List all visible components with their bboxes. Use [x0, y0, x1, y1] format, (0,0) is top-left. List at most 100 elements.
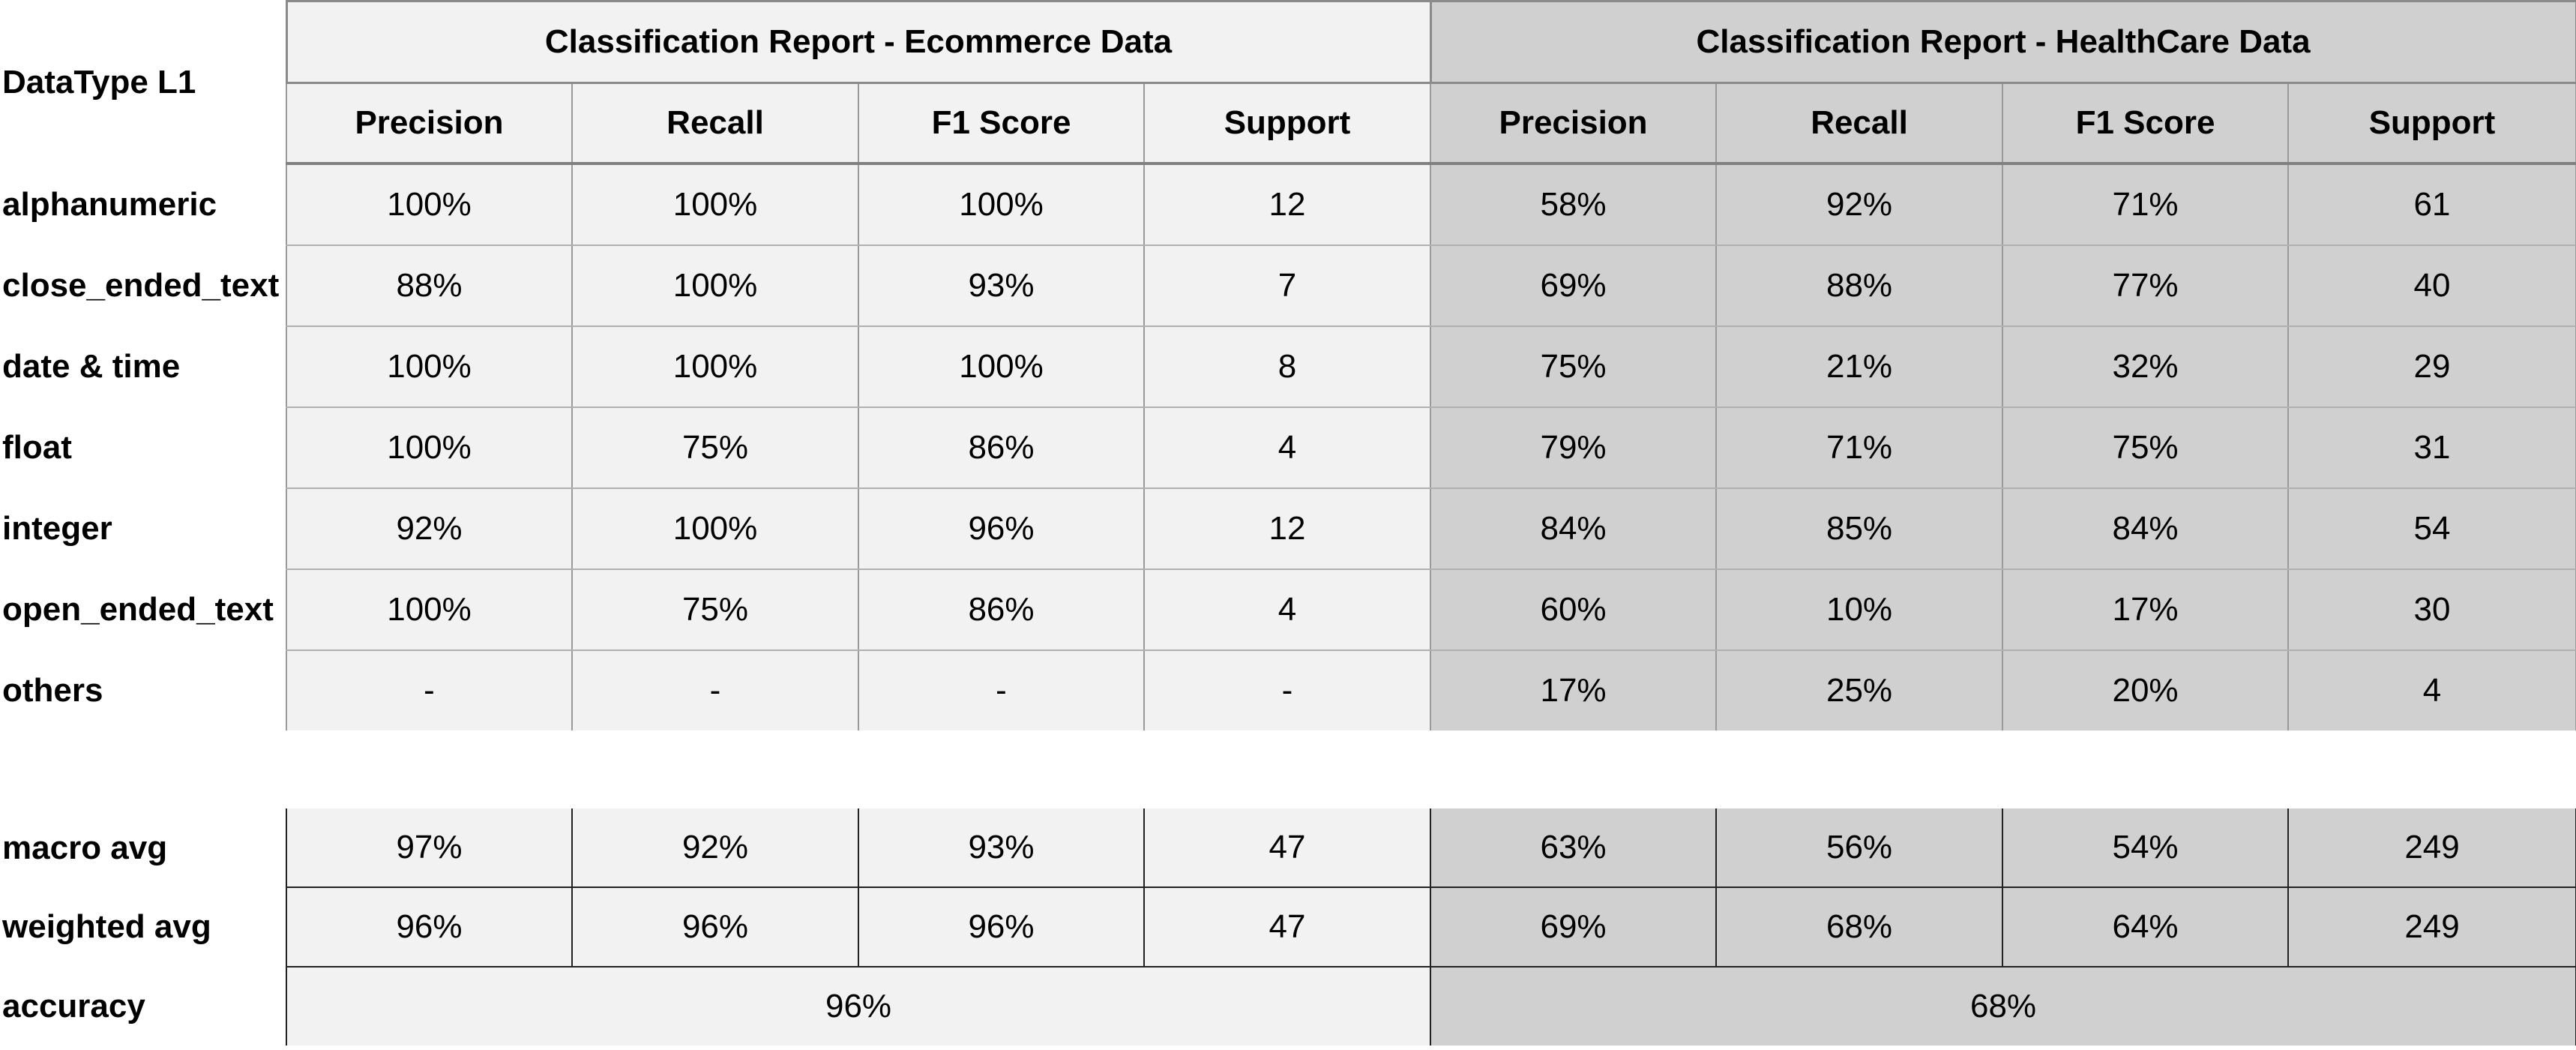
table-cell: 93%	[858, 245, 1145, 327]
table-cell: 86%	[858, 569, 1145, 651]
table-cell: 84%	[2002, 488, 2290, 570]
table-cell: 97%	[286, 808, 573, 888]
table-cell: 100%	[571, 245, 859, 327]
table-cell: -	[571, 650, 859, 730]
table-cell: 249	[2287, 887, 2576, 968]
table-cell: 75%	[1430, 326, 1718, 408]
column-header: Support	[2287, 82, 2576, 165]
table-cell: 86%	[858, 407, 1145, 489]
column-header: Precision	[286, 82, 573, 165]
table-cell: 4	[1143, 407, 1432, 489]
table-cell: 71%	[2002, 164, 2290, 246]
table-cell: 61	[2287, 164, 2576, 246]
table-cell: 75%	[2002, 407, 2290, 489]
summary-rows: macro avg 97% 92% 93% 47 63% 56% 54% 249 weighted…	[0, 808, 2576, 968]
class-rows: alphanumeric 100% 100% 100% 12 58% 92% 71% 61 clo…	[0, 164, 2576, 730]
table-cell: 75%	[571, 569, 859, 651]
group-title-healthcare: Classification Report - HealthCare Data	[1429, 0, 2576, 84]
table-cell: 88%	[286, 245, 573, 327]
table-cell: 100%	[858, 164, 1145, 246]
table-cell: 31	[2287, 407, 2576, 489]
table-cell: 77%	[2002, 245, 2290, 327]
table-cell: 100%	[571, 326, 859, 408]
accuracy-ecommerce: 96%	[285, 967, 1432, 1046]
table-cell: 79%	[1430, 407, 1718, 489]
table-cell: 17%	[2002, 569, 2290, 651]
accuracy-row: accuracy 96% 68%	[0, 967, 2576, 1046]
spacer-row	[0, 730, 2576, 808]
column-header: F1 Score	[858, 82, 1145, 165]
summary-row: macro avg 97% 92% 93% 47 63% 56% 54% 249	[0, 808, 2576, 888]
table-cell: 71%	[1715, 407, 2004, 489]
table-row: float 100% 75% 86% 4 79% 71% 75% 31	[0, 407, 2576, 489]
table-cell: 92%	[571, 808, 859, 888]
table-cell: 40	[2287, 245, 2576, 327]
row-label: close_ended_text	[0, 245, 286, 326]
column-header: Support	[1143, 82, 1432, 165]
table-cell: 10%	[1715, 569, 2004, 651]
summary-row: weighted avg 96% 96% 96% 47 69% 68% 64% 249	[0, 887, 2576, 968]
row-label: others	[0, 650, 286, 730]
table-cell: 47	[1143, 887, 1432, 968]
table-cell: 100%	[286, 569, 573, 651]
table-cell: 25%	[1715, 650, 2004, 730]
table-cell: 75%	[571, 407, 859, 489]
table-cell: 68%	[1715, 887, 2004, 968]
row-label: weighted avg	[0, 887, 286, 967]
table-cell: 30	[2287, 569, 2576, 651]
table-cell: 96%	[571, 887, 859, 968]
table-cell: 100%	[286, 407, 573, 489]
table-cell: 100%	[571, 488, 859, 570]
table-cell: 4	[2287, 650, 2576, 730]
row-label: integer	[0, 488, 286, 569]
table-cell: 12	[1143, 164, 1432, 246]
table-cell: 20%	[2002, 650, 2290, 730]
column-header: F1 Score	[2002, 82, 2290, 165]
row-label: open_ended_text	[0, 569, 286, 650]
table-cell: 54	[2287, 488, 2576, 570]
table-row: alphanumeric 100% 100% 100% 12 58% 92% 71% 61	[0, 164, 2576, 246]
row-label: macro avg	[0, 808, 286, 887]
table-row: integer 92% 100% 96% 12 84% 85% 84% 54	[0, 488, 2576, 570]
table-cell: 100%	[286, 164, 573, 246]
table-cell: 17%	[1430, 650, 1718, 730]
table-cell: 69%	[1430, 887, 1718, 968]
table-cell: 100%	[571, 164, 859, 246]
table-cell: 29	[2287, 326, 2576, 408]
table-cell: 69%	[1430, 245, 1718, 327]
table-cell: -	[1143, 650, 1432, 730]
table-cell: 58%	[1430, 164, 1718, 246]
table-cell: 47	[1143, 808, 1432, 888]
column-header: Recall	[1715, 82, 2004, 165]
table-cell: 54%	[2002, 808, 2290, 888]
table-row: date & time 100% 100% 100% 8 75% 21% 32% 29	[0, 326, 2576, 408]
group-title-ecommerce: Classification Report - Ecommerce Data	[285, 0, 1432, 84]
table-cell: 60%	[1430, 569, 1718, 651]
accuracy-healthcare: 68%	[1430, 967, 2576, 1046]
table-cell: 96%	[286, 887, 573, 968]
row-label: accuracy	[0, 967, 286, 1046]
table-cell: 84%	[1430, 488, 1718, 570]
row-label: date & time	[0, 326, 286, 407]
table-cell: 4	[1143, 569, 1432, 651]
table-cell: 56%	[1715, 808, 2004, 888]
table-cell: 85%	[1715, 488, 2004, 570]
table-cell: -	[286, 650, 573, 730]
table-cell: 92%	[286, 488, 573, 570]
table-cell: 96%	[858, 887, 1145, 968]
column-header: Precision	[1430, 82, 1718, 165]
table-cell: -	[858, 650, 1145, 730]
table-cell: 12	[1143, 488, 1432, 570]
table-row: close_ended_text 88% 100% 93% 7 69% 88% 77% 40	[0, 245, 2576, 327]
table-cell: 93%	[858, 808, 1145, 888]
table-cell: 32%	[2002, 326, 2290, 408]
row-header-label: DataType L1	[0, 1, 286, 164]
table-row: open_ended_text 100% 75% 86% 4 60% 10% 17% 30	[0, 569, 2576, 651]
table-cell: 63%	[1430, 808, 1718, 888]
table-cell: 64%	[2002, 887, 2290, 968]
table-cell: 92%	[1715, 164, 2004, 246]
table-cell: 96%	[858, 488, 1145, 570]
table-cell: 21%	[1715, 326, 2004, 408]
table-cell: 249	[2287, 808, 2576, 888]
